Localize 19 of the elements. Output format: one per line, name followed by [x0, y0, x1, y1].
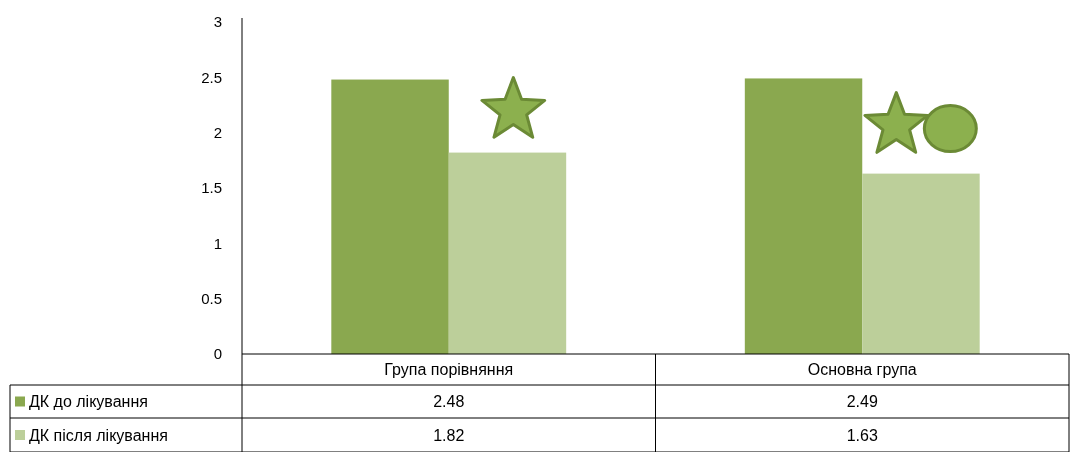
legend-label: ДК після лікування [29, 426, 168, 444]
x-tick-label: Основна група [807, 361, 917, 379]
y-tick-label: 0.5 [201, 289, 222, 307]
data-label: 2.49 [846, 393, 878, 411]
x-tick-label: Група порівняння [384, 361, 514, 379]
y-tick-label: 2 [213, 123, 222, 141]
data-label: 1.82 [433, 426, 465, 444]
data-label: 2.48 [433, 393, 465, 411]
legend-label: ДК до лікування [29, 393, 148, 411]
bar [448, 152, 567, 354]
y-tick-label: 1 [213, 234, 222, 252]
data-label: 1.63 [846, 426, 878, 444]
y-tick-label: 0 [213, 345, 222, 363]
y-tick-label: 1.5 [201, 179, 222, 197]
bar [331, 79, 449, 354]
y-tick-label: 2.5 [201, 68, 222, 86]
bar [744, 78, 863, 354]
bar [862, 173, 980, 354]
y-tick-label: 3 [213, 13, 222, 31]
